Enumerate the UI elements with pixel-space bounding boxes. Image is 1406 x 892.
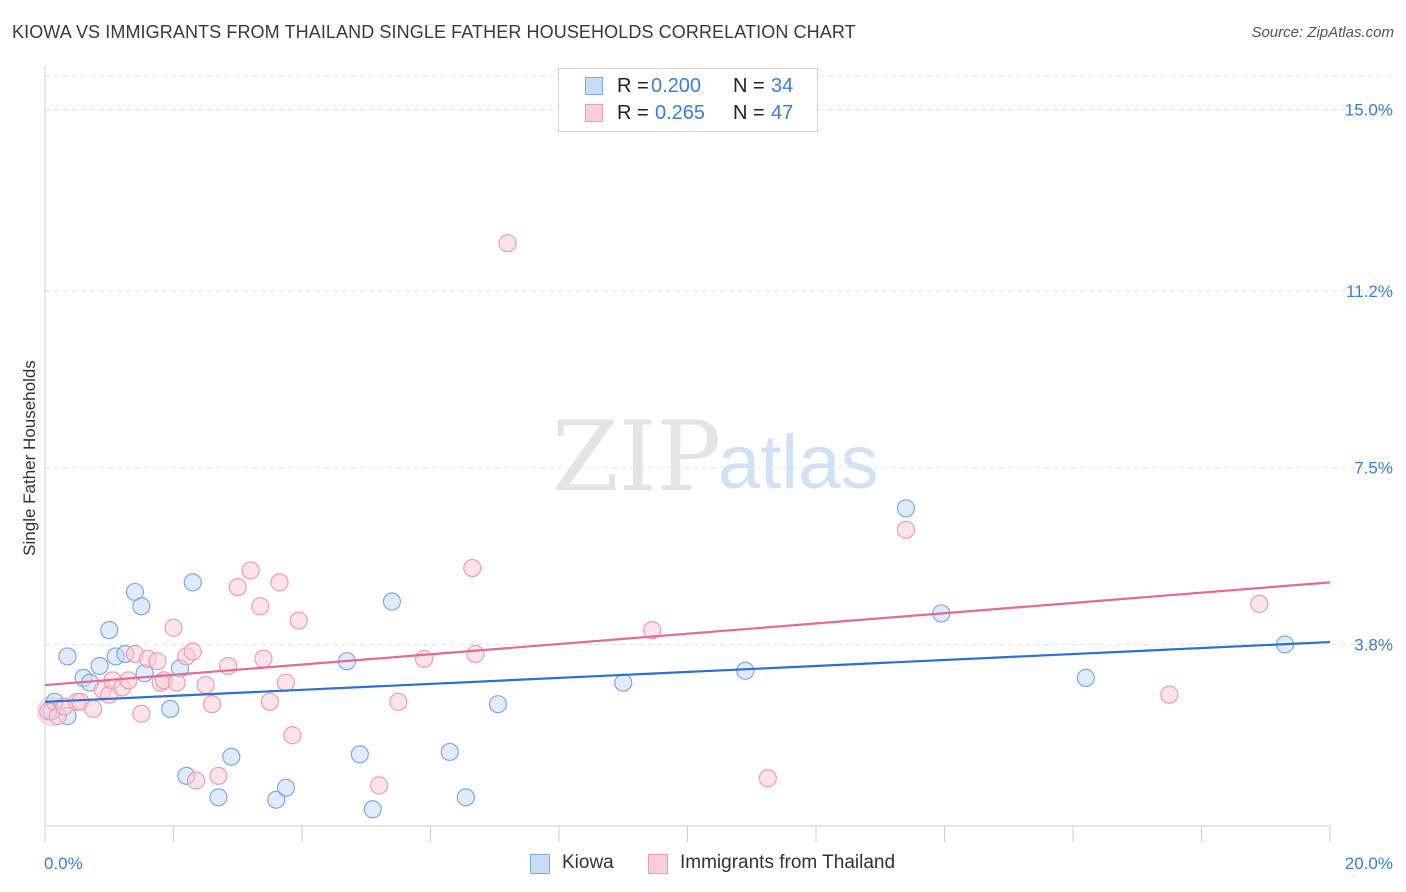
thailand-point [196,675,215,695]
thailand-swatch [585,104,603,122]
kiowa-point [896,499,916,518]
thailand-point [84,699,103,719]
kiowa-point [440,742,459,762]
stats-legend: R = 0.200 N = 34 R = 0.265 N = 47 [558,68,818,132]
thailand-point [260,692,279,711]
n-label: N = [733,102,765,124]
kiowa-point [209,788,228,807]
grid-lines [45,75,1392,645]
trend-lines [44,581,1331,703]
kiowa-point [267,790,286,809]
thailand-point [389,692,408,711]
kiowa-swatch [585,77,603,95]
watermark-zip: ZIP [552,401,721,513]
kiowa-point [456,788,475,807]
thailand-legend-label: Immigrants from Thailand [680,852,896,873]
thailand-r-value: 0.265 [655,102,706,124]
thailand-point [466,644,485,664]
thailand-point [132,704,151,723]
kiowa-point [614,673,633,692]
kiowa-point [161,699,180,719]
thailand-point [896,520,916,539]
thailand-point [167,673,186,692]
y-tick-label: 15.0% [1345,100,1393,119]
kiowa-point [222,747,241,766]
r-label: R = [617,75,649,97]
y-tick-label: 7.5% [1354,459,1393,478]
thailand-point [228,578,247,597]
thailand-point [1250,594,1269,613]
thailand-point [414,649,434,668]
thailand-point [183,642,202,661]
r-label: R = [617,102,649,124]
x-tick-label-max: 20.0% [1345,854,1393,873]
thailand-point [209,766,228,785]
thailand-point [498,234,517,253]
thailand-point [370,776,389,795]
kiowa-legend-label: Kiowa [562,852,614,873]
thailand-point [251,597,270,616]
kiowa-point [382,592,402,611]
kiowa-legend-swatch [530,854,550,874]
kiowa-r-value: 0.200 [651,75,702,97]
thailand-point [202,695,222,714]
thailand-point [148,652,167,671]
thailand-point [241,561,260,580]
kiowa-point [90,656,109,676]
thailand-point [289,611,308,630]
data-points [36,234,1295,819]
thailand-point [283,726,302,745]
x-tick-label-min: 0.0% [44,854,83,873]
thailand-point [276,673,296,692]
kiowa-point [100,621,119,640]
thailand-trend-line [44,581,1331,687]
watermark: ZIP atlas [552,401,879,513]
kiowa-point [132,597,151,616]
thailand-point [270,573,289,592]
kiowa-point [363,800,382,819]
kiowa-point [736,661,755,680]
thailand-legend-swatch [648,854,668,874]
thailand-point [119,671,138,690]
tick-labels: 3.8% 7.5% 11.2% 15.0% 0.0% 20.0% [44,100,1393,873]
thailand-point [463,558,482,578]
thailand-point [186,771,206,790]
thailand-point [643,621,662,640]
thailand-n-value: 47 [771,102,794,124]
kiowa-point [58,647,77,666]
thailand-point [1160,685,1179,704]
n-label: N = [733,75,765,97]
watermark-atlas: atlas [718,420,879,505]
chart-title: KIOWA VS IMMIGRANTS FROM THAILAND SINGLE… [12,22,856,42]
source-label: Source: ZipAtlas.com [1251,24,1394,41]
y-tick-label: 11.2% [1346,282,1393,301]
thailand-point [758,769,777,788]
kiowa-point [488,695,508,714]
kiowa-n-value: 34 [771,75,794,97]
y-tick-label: 3.8% [1354,635,1393,654]
kiowa-point [1076,668,1095,688]
kiowa-point [183,573,202,592]
thailand-point [254,649,273,668]
thailand-point [164,618,183,637]
kiowa-point [350,745,369,764]
kiowa-point [276,778,296,797]
kiowa-trend-line [44,640,1331,703]
